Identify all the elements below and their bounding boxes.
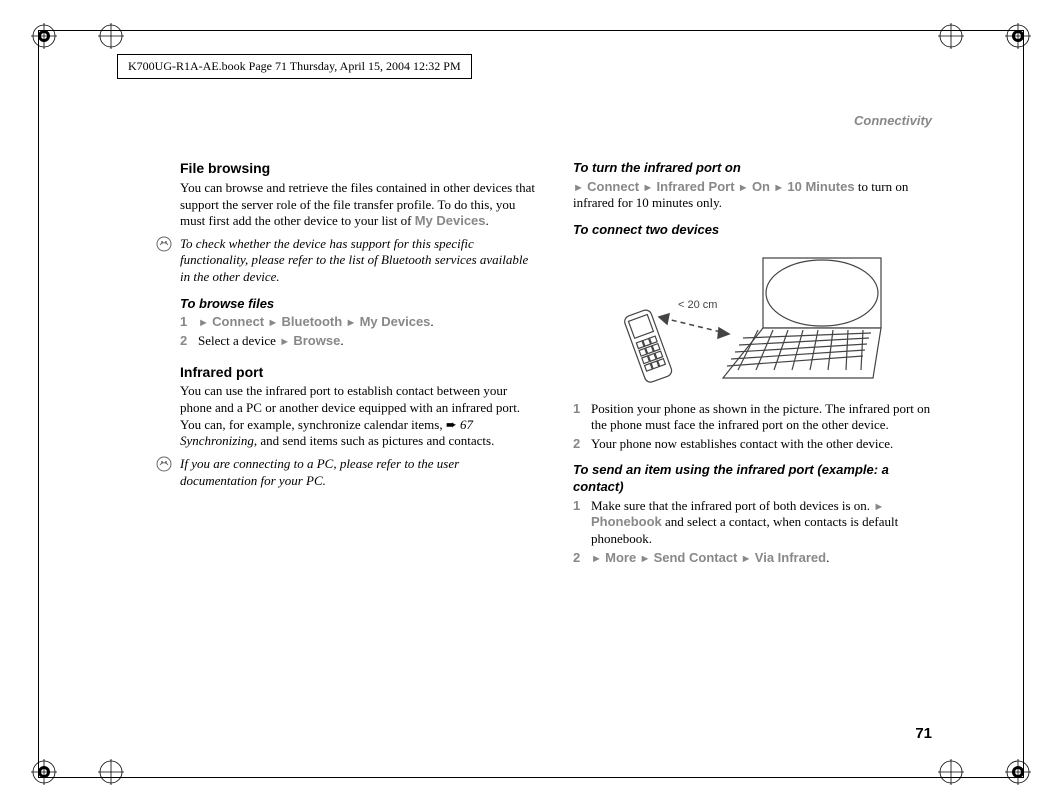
nav-arrow-icon: ►: [773, 182, 784, 194]
ui-text: Send Contact: [654, 550, 738, 565]
ui-text: More: [605, 550, 636, 565]
text: .: [430, 314, 433, 329]
step: 2 Your phone now establishes contact wit…: [573, 436, 932, 453]
nav-arrow-icon: ►: [198, 317, 209, 329]
step-text: ► Connect ► Bluetooth ► My Devices.: [198, 314, 539, 331]
step-text: Your phone now establishes contact with …: [591, 436, 932, 453]
text: Make sure that the infrared port of both…: [591, 498, 873, 513]
nav-arrow-icon: ►: [642, 182, 653, 194]
nav-arrow-icon: ►: [267, 317, 278, 329]
text: .: [826, 550, 829, 565]
text: .: [486, 213, 489, 228]
step-text: ► More ► Send Contact ► Via Infrared.: [591, 550, 932, 567]
nav-arrow-icon: ►: [279, 336, 290, 348]
nav-arrow-icon: ►: [639, 553, 650, 565]
ui-text: Connect: [587, 179, 639, 194]
ui-text: Browse: [293, 333, 340, 348]
ui-text: 10 Minutes: [787, 179, 854, 194]
nav-arrow-icon: ►: [591, 553, 602, 565]
figure-label: < 20 cm: [678, 299, 717, 311]
ui-text: Phonebook: [591, 514, 662, 529]
column-right: To turn the infrared port on ► Connect ►…: [573, 160, 932, 568]
heading-infrared-port: Infrared port: [180, 364, 539, 382]
text: .: [340, 333, 343, 348]
tip-text: If you are connecting to a PC, please re…: [180, 456, 539, 489]
page-content: File browsing You can browse and retriev…: [180, 160, 932, 568]
step-text: Make sure that the infrared port of both…: [591, 498, 932, 548]
page-number: 71: [915, 725, 932, 742]
step-number: 1: [573, 401, 591, 434]
infrared-figure: < 20 cm: [573, 243, 932, 393]
step-text: Select a device ► Browse.: [198, 333, 539, 350]
document-tag: K700UG-R1A-AE.book Page 71 Thursday, Apr…: [117, 54, 472, 79]
heading-turn-on-ir: To turn the infrared port on: [573, 160, 932, 177]
text: , and send items such as pictures and co…: [254, 433, 494, 448]
page-header: Connectivity: [854, 113, 932, 128]
heading-connect-two: To connect two devices: [573, 222, 932, 239]
para-infrared-port: You can use the infrared port to establi…: [180, 383, 539, 450]
ui-text: Connect: [212, 314, 264, 329]
step: 2 Select a device ► Browse.: [180, 333, 539, 350]
step: 1 ► Connect ► Bluetooth ► My Devices.: [180, 314, 539, 331]
tip-icon: [156, 456, 172, 477]
para-turn-on-ir: ► Connect ► Infrared Port ► On ► 10 Minu…: [573, 179, 932, 212]
nav-arrow-icon: ►: [573, 182, 584, 194]
step-number: 2: [180, 333, 198, 350]
ui-text: Infrared Port: [657, 179, 735, 194]
ui-text: Bluetooth: [282, 314, 343, 329]
step-number: 1: [180, 314, 198, 331]
ui-text: My Devices: [415, 213, 486, 228]
tip-icon: [156, 236, 172, 257]
step: 1 Make sure that the infrared port of bo…: [573, 498, 932, 548]
heading-browse-files: To browse files: [180, 296, 539, 313]
nav-arrow-icon: ►: [741, 553, 752, 565]
column-left: File browsing You can browse and retriev…: [180, 160, 539, 568]
step-number: 1: [573, 498, 591, 548]
xref-arrow-icon: ➨: [446, 417, 457, 432]
step-number: 2: [573, 436, 591, 453]
step-text: Position your phone as shown in the pict…: [591, 401, 932, 434]
nav-arrow-icon: ►: [738, 182, 749, 194]
nav-arrow-icon: ►: [345, 317, 356, 329]
heading-file-browsing: File browsing: [180, 160, 539, 178]
step: 1 Position your phone as shown in the pi…: [573, 401, 932, 434]
ui-text: On: [752, 179, 770, 194]
tip-block: If you are connecting to a PC, please re…: [180, 456, 539, 489]
nav-arrow-icon: ►: [873, 501, 884, 513]
ui-text: Via Infrared: [755, 550, 826, 565]
tip-text: To check whether the device has support …: [180, 236, 539, 286]
para-file-browsing: You can browse and retrieve the files co…: [180, 180, 539, 230]
step-number: 2: [573, 550, 591, 567]
text: Select a device: [198, 333, 279, 348]
step: 2 ► More ► Send Contact ► Via Infrared.: [573, 550, 932, 567]
ui-text: My Devices: [360, 314, 431, 329]
tip-block: To check whether the device has support …: [180, 236, 539, 286]
heading-send-item: To send an item using the infrared port …: [573, 462, 932, 495]
